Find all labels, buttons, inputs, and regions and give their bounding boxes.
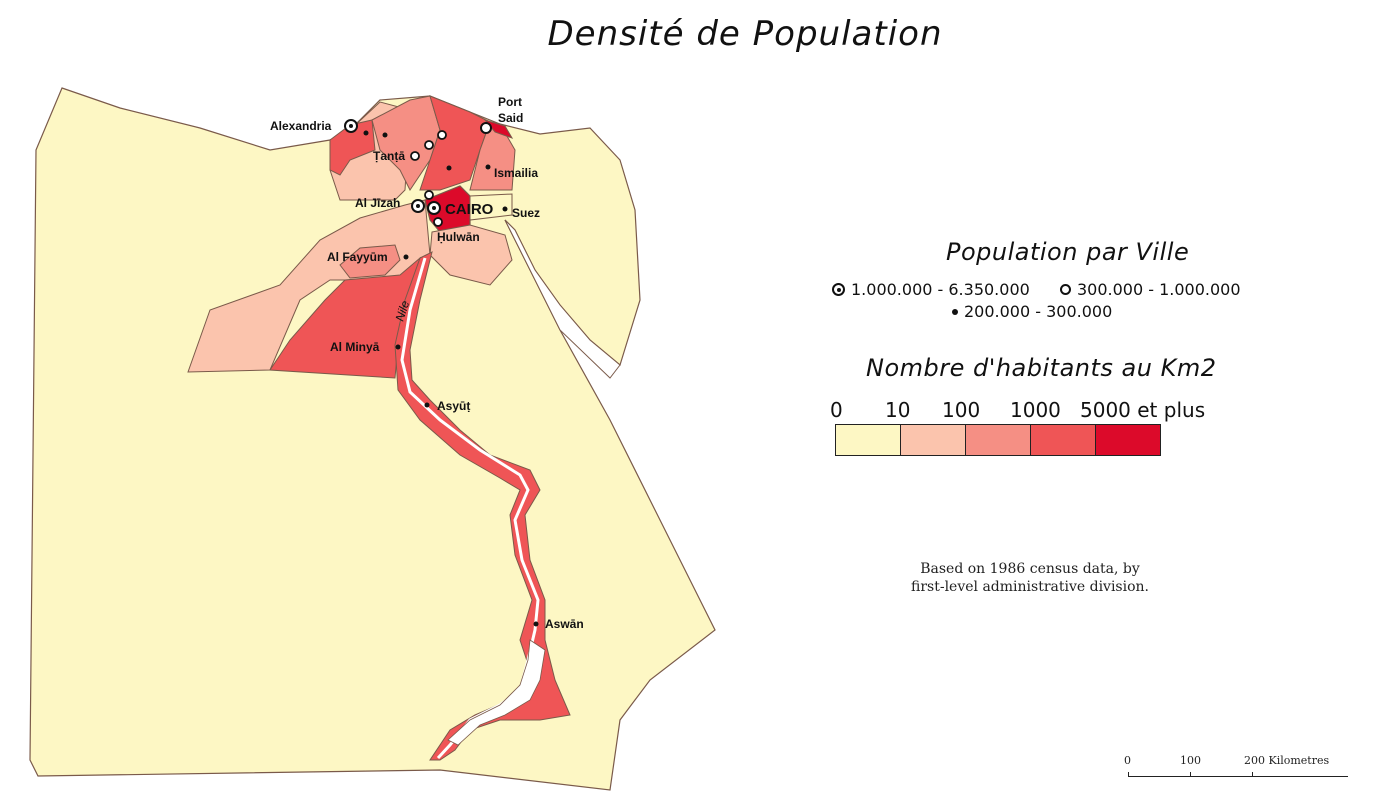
scale-tick [1190,772,1191,777]
suez-label: Suez [512,206,540,220]
port-said-label-1: Port [498,95,522,109]
density-swatch [1096,425,1160,455]
delta-town-marker [437,130,447,140]
al-fayyum-marker [403,254,409,260]
port-said-label-2: Said [498,111,523,125]
city-legend-heading: Population par Ville [946,238,1190,266]
city-legend-label: 1.000.000 - 6.350.000 [851,280,1030,299]
scale-tick-label: 0 [1124,754,1131,767]
map-title: Densité de Population [547,14,943,54]
source-note: Based on 1986 census data, by first-leve… [880,560,1180,596]
density-swatch [966,425,1031,455]
al-minya-label: Al Minyā [330,340,380,354]
al-fayyum-region [339,244,401,279]
alexandria-label: Alexandria [270,119,332,133]
port-said-marker [480,122,492,134]
density-legend-heading: Nombre d'habitants au Km2 [866,354,1217,382]
delta-east-region [419,95,491,191]
al-jizah-marker-center [416,204,420,208]
delta-town-marker [424,140,434,150]
asyut-marker [424,402,430,408]
scale-tick [1252,772,1253,777]
lake-nasser [447,639,546,746]
delta-town-marker [424,190,434,200]
city-legend-item-medium: 300.000 - 1.000.000 [1060,280,1241,299]
density-color-bar [835,424,1161,456]
source-note-line: Based on 1986 census data, by [920,561,1140,577]
city-legend-item-small: 200.000 - 300.000 [952,302,1112,321]
nile-label: Nile [393,299,413,323]
source-note-line: first-level administrative division. [911,579,1149,595]
tanta-marker [410,151,420,161]
scale-tick [1128,772,1129,777]
ismailia-label: Ismailia [494,166,538,180]
aswan-marker [533,621,539,627]
density-break-label: 10 [885,398,911,422]
density-break-label: 5000 et plus [1080,398,1206,422]
cairo-marker-center [432,206,436,210]
delta-town-marker [446,165,452,171]
suez-region [469,193,513,221]
scale-tick-label: 100 [1180,754,1201,767]
city-legend-item-large: 1.000.000 - 6.350.000 [832,280,1030,299]
delta-town-marker [382,132,388,138]
al-jizah-region [187,199,431,373]
double-circle-icon [832,283,845,296]
density-swatch [901,425,966,455]
scale-line [1128,776,1348,777]
delta-town-marker [363,130,369,136]
density-swatch [836,425,901,455]
al-fayyum-label: Al Fayyūm [327,250,388,264]
al-jizah-label: Al Jīzah [355,196,400,210]
distance-scale: 0 100 200 Kilometres [1120,752,1360,792]
cairo-label: CAIRO [445,201,494,218]
asyut-label: Asyūṭ [437,399,470,413]
hulwan-marker [433,217,443,227]
ismailia-marker [485,164,491,170]
density-break-label: 1000 [1010,398,1061,422]
hulwan-region [429,224,513,286]
city-labels: Alexandria Port Said Ṭanṭā Ismailia Al J… [270,95,584,631]
density-break-label: 100 [942,398,981,422]
density-break-label: 0 [830,398,843,422]
dot-icon [952,308,958,315]
city-legend-label: 200.000 - 300.000 [964,302,1113,321]
hulwan-label: Ḥulwān [437,230,480,244]
gulf-of-suez-water [504,219,621,379]
alexandria-marker-center [349,124,353,128]
aswan-label: Aswān [545,617,584,631]
tanta-label: Ṭanṭā [373,149,405,163]
scale-tick-label: 200 Kilometres [1244,754,1330,767]
city-legend-label: 300.000 - 1.000.000 [1077,280,1241,299]
al-minya-marker [395,344,401,350]
suez-marker [502,206,508,212]
open-circle-icon [1060,284,1071,295]
city-markers [344,119,539,627]
density-swatch [1031,425,1096,455]
